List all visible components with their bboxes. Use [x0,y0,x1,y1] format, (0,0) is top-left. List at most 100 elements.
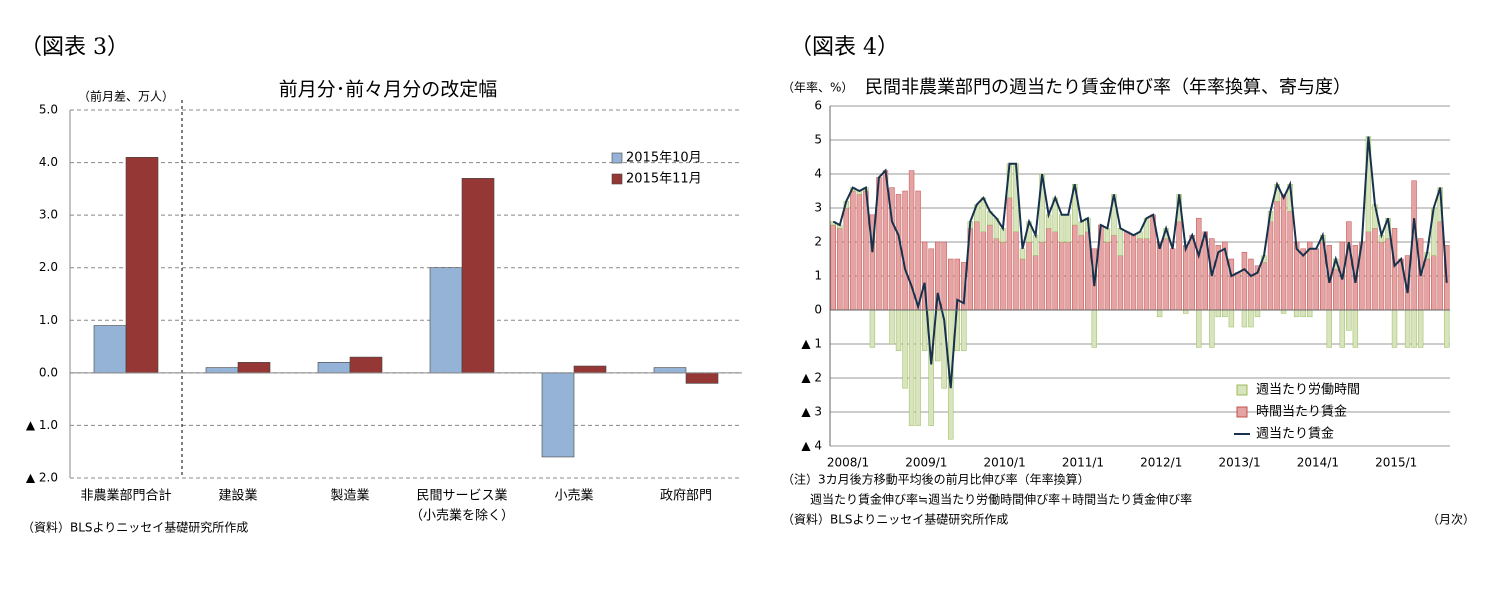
chart-title: 前月分･前々月分の改定幅 [279,79,498,101]
bar [1065,241,1071,311]
bar [1293,309,1300,318]
bar [1424,258,1430,311]
y-tick-label: 3.0 [39,208,58,222]
bar [1117,228,1124,256]
bar [1267,221,1274,311]
y-tick-label: ▲ 3 [801,405,822,419]
bar [1300,248,1306,311]
x-tick-label: 2008/1 [827,456,869,470]
bar [869,309,876,348]
bar [1287,211,1293,311]
bar [1430,255,1437,311]
x-tick-label: 製造業 [330,488,369,504]
bar [1104,241,1111,311]
bar [1006,197,1013,311]
y-axis-label: （前月差、万人） [78,89,174,104]
bar [1182,245,1189,311]
y-tick-label: 5 [814,133,822,147]
x-tick-label: 2009/1 [905,456,947,470]
x-tick-label: 2011/1 [1062,456,1104,470]
x-axis-label: （月次） [1427,513,1475,527]
bar [1189,234,1195,311]
bar [1280,194,1287,311]
y-tick-label: ▲ 2.0 [26,471,58,485]
bar [1280,309,1287,314]
bar [1104,228,1111,243]
y-tick-label: 2 [814,235,822,249]
y-tick-label: 2.0 [39,260,58,274]
bar [1293,241,1300,311]
bar [1248,309,1254,328]
bar [1156,309,1163,318]
bar [349,356,383,374]
bar [1013,231,1019,311]
bar [1176,221,1182,311]
y-tick-label: 6 [814,99,822,113]
y-tick-label: ▲ 1 [801,337,822,351]
bar [205,367,239,374]
bar [1300,309,1306,318]
bar [1052,231,1058,311]
bar [1222,309,1228,318]
chart-title: 民間非農業部門の週当たり賃金伸び率（年率換算、寄与度） [865,77,1351,98]
bar [843,207,850,311]
bar [1333,268,1339,311]
bar [317,362,351,374]
legend-swatch [611,173,623,185]
legend-swatch [1236,406,1248,418]
x-tick-label: 非農業部門合計 [80,488,171,504]
bar [1196,309,1202,348]
bar [1391,228,1398,311]
x-tick-label: 2015/1 [1375,456,1417,470]
bar [948,258,954,311]
bar [889,309,895,345]
bar [1261,262,1267,311]
bar [928,248,934,311]
bar [895,309,902,352]
bar [1032,234,1039,256]
x-tick-label: 2013/1 [1218,456,1260,470]
legend-label: 週当たり賃金 [1256,426,1334,442]
bar [908,309,915,426]
bar [1143,238,1150,311]
bar [125,157,159,374]
bar [1078,221,1084,236]
bar [541,372,575,458]
bar [856,194,863,311]
y-tick-label: 0.0 [39,365,58,379]
bar [830,224,836,311]
bar [1039,241,1045,311]
legend-swatch [611,152,623,164]
x-tick-label: 2012/1 [1140,456,1182,470]
legend-label: 週当たり労働時間 [1256,383,1360,398]
bar [461,178,495,374]
bar [1156,241,1163,311]
bar [1215,309,1222,318]
bar [837,228,843,311]
panel-label: （図表 3） [20,35,129,60]
bar [1032,255,1039,311]
bar [1444,309,1450,348]
bar [1235,272,1241,311]
x-tick-label: 民間サービス業 [416,488,507,504]
bar [941,241,947,311]
bar [1058,214,1065,243]
y-axis-label: （年率、%） [782,80,853,95]
bar [1437,221,1443,311]
bar [1000,241,1006,311]
y-tick-label: 4 [814,167,822,181]
x-tick-label: 2014/1 [1297,456,1339,470]
y-tick-label: ▲ 2 [801,371,822,385]
bar [1117,255,1124,311]
bar [653,367,687,374]
bar [1209,309,1215,348]
bar [1065,214,1071,243]
bar [1365,231,1372,311]
bar [237,362,271,374]
bar [573,365,607,374]
y-tick-label: 1 [814,269,822,283]
y-tick-label: ▲ 4 [801,439,822,453]
bar [928,309,934,426]
y-tick-label: 4.0 [39,155,58,169]
bar [1019,258,1026,311]
